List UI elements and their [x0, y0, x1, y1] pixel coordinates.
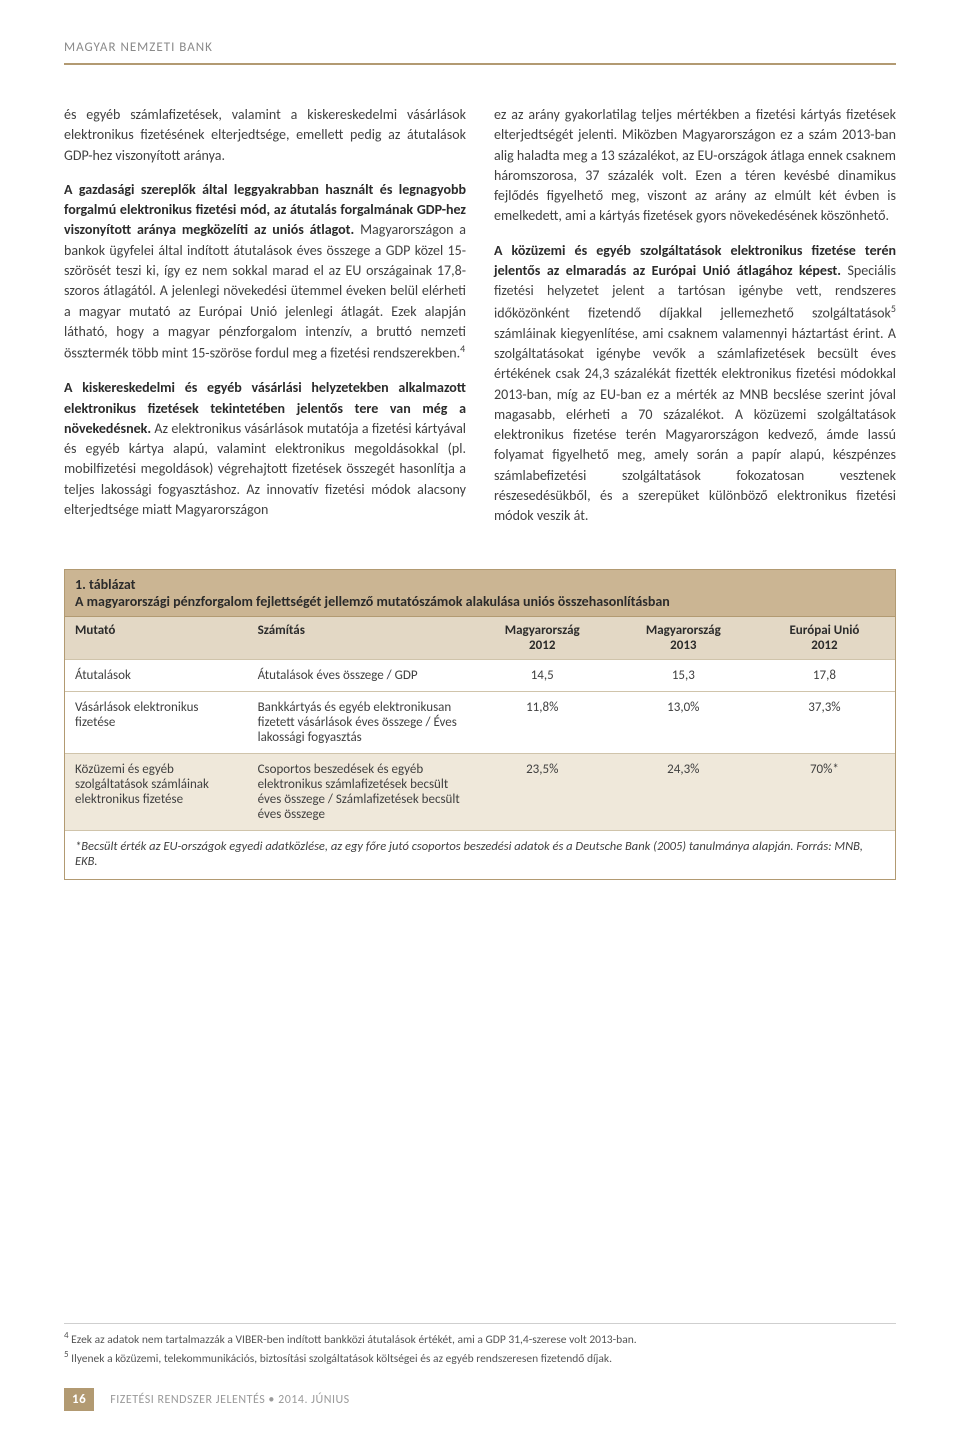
page-number: 16 [64, 1388, 94, 1411]
cell-eu2012: 17,8 [754, 659, 895, 691]
left-p1: és egyéb számlafizetések, valamint a kis… [64, 105, 466, 166]
page-footnotes: 4 Ezek az adatok nem tartalmazzák a VIBE… [64, 1323, 896, 1367]
th-hu2012-l2: 2012 [529, 638, 555, 653]
th-hu2012-l1: Magyarország [505, 623, 580, 638]
table-header-row: Mutató Számítás Magyarország 2012 Magyar… [65, 616, 895, 659]
cell-szamitas: Bankkártyás és egyéb elektronikusan fize… [248, 691, 472, 753]
footnote-5-text: Ilyenek a közüzemi, telekommunikációs, b… [71, 1351, 612, 1365]
footnote-ref-5: 5 [891, 302, 896, 315]
body-columns: és egyéb számlafizetések, valamint a kis… [64, 105, 896, 541]
th-eu2012-l2: 2012 [811, 638, 837, 653]
th-eu2012-l1: Európai Unió [789, 623, 859, 638]
cell-szamitas: Csoportos beszedések és egyéb elektronik… [248, 753, 472, 830]
column-right: ez az arány gyakorlatilag teljes mértékb… [494, 105, 896, 541]
cell-hu2012: 23,5% [472, 753, 613, 830]
cell-hu2012: 14,5 [472, 659, 613, 691]
footnote-4: 4 Ezek az adatok nem tartalmazzák a VIBE… [64, 1330, 896, 1348]
table-caption: A magyarországi pénzforgalom fejlettségé… [75, 593, 885, 610]
th-mutato: Mutató [65, 616, 248, 659]
th-hu2013-l2: 2013 [670, 638, 696, 653]
table-row: Közüzemi és egyéb szolgáltatások számlái… [65, 753, 895, 830]
indicators-table: Mutató Számítás Magyarország 2012 Magyar… [65, 616, 895, 830]
th-eu2012: Európai Unió 2012 [754, 616, 895, 659]
cell-eu2012: 37,3% [754, 691, 895, 753]
cell-mutato: Átutalások [65, 659, 248, 691]
footer-text: FIZETÉSI RENDSZER JELENTÉS • 2014. JÚNIU… [110, 1393, 350, 1407]
right-p2-rest-b: számláinak kiegyenlítése, ami csaknem va… [494, 325, 896, 525]
footnote-4-text: Ezek az adatok nem tartalmazzák a VIBER-… [71, 1333, 636, 1347]
th-hu2012: Magyarország 2012 [472, 616, 613, 659]
footnote-5: 5 Ilyenek a közüzemi, telekommunikációs,… [64, 1349, 896, 1367]
right-p2: A közüzemi és egyéb szolgáltatások elekt… [494, 241, 896, 527]
page-footer: 16 FIZETÉSI RENDSZER JELENTÉS • 2014. JÚ… [0, 1388, 960, 1411]
right-p2-bold: A közüzemi és egyéb szolgáltatások elekt… [494, 242, 896, 279]
table-row: Átutalások Átutalások éves összege / GDP… [65, 659, 895, 691]
cell-hu2013: 15,3 [613, 659, 754, 691]
cell-hu2012: 11,8% [472, 691, 613, 753]
th-hu2013-l1: Magyarország [646, 623, 721, 638]
left-p2-rest: Magyarországon a bankok ügyfelei által i… [64, 221, 466, 361]
footnote-ref-4: 4 [460, 342, 465, 355]
cell-eu2012: 70%* [754, 753, 895, 830]
header-rule [64, 63, 896, 65]
th-szamitas: Számítás [248, 616, 472, 659]
table-1: 1. táblázat A magyarországi pénzforgalom… [64, 569, 896, 880]
column-left: és egyéb számlafizetések, valamint a kis… [64, 105, 466, 541]
page: MAGYAR NEMZETI BANK és egyéb számlafizet… [0, 0, 960, 1439]
left-p2: A gazdasági szereplők által leggyakrabba… [64, 180, 466, 364]
cell-hu2013: 13,0% [613, 691, 754, 753]
th-hu2013: Magyarország 2013 [613, 616, 754, 659]
table-row: Vásárlások elektronikus fizetése Bankkár… [65, 691, 895, 753]
right-p1: ez az arány gyakorlatilag teljes mértékb… [494, 105, 896, 227]
running-header: MAGYAR NEMZETI BANK [64, 40, 896, 55]
cell-mutato: Közüzemi és egyéb szolgáltatások számlái… [65, 753, 248, 830]
table-title-bar: 1. táblázat A magyarországi pénzforgalom… [65, 570, 895, 616]
table-footnote: *Becsült érték az EU-országok egyedi ada… [65, 830, 895, 879]
table-number: 1. táblázat [75, 576, 885, 593]
cell-hu2013: 24,3% [613, 753, 754, 830]
left-p3: A kiskereskedelmi és egyéb vásárlási hel… [64, 378, 466, 520]
cell-szamitas: Átutalások éves összege / GDP [248, 659, 472, 691]
cell-mutato: Vásárlások elektronikus fizetése [65, 691, 248, 753]
